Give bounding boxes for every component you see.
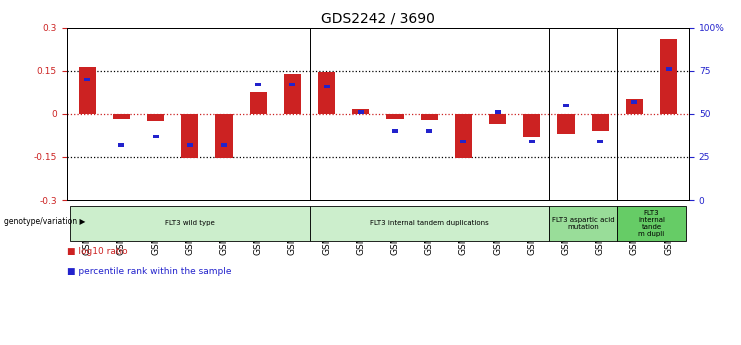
- Bar: [216, 114, 233, 158]
- Bar: [84, 78, 90, 81]
- Bar: [147, 114, 165, 121]
- Bar: [70, 206, 310, 241]
- Bar: [182, 114, 199, 158]
- Bar: [352, 109, 369, 114]
- Bar: [455, 114, 472, 158]
- Bar: [665, 67, 671, 71]
- Text: genotype/variation ▶: genotype/variation ▶: [4, 217, 85, 226]
- Bar: [310, 206, 549, 241]
- Bar: [563, 104, 569, 107]
- Text: ■ percentile rank within the sample: ■ percentile rank within the sample: [67, 267, 231, 276]
- Bar: [617, 206, 685, 241]
- Text: FLT3 internal tandem duplications: FLT3 internal tandem duplications: [370, 220, 488, 226]
- Bar: [591, 114, 609, 131]
- Bar: [250, 92, 267, 114]
- Bar: [489, 114, 506, 124]
- Text: FLT3
internal
tande
m dupli: FLT3 internal tande m dupli: [638, 210, 665, 237]
- Bar: [529, 140, 535, 143]
- Bar: [426, 129, 432, 133]
- Bar: [631, 100, 637, 104]
- Bar: [494, 110, 501, 114]
- Bar: [597, 140, 603, 143]
- Text: FLT3 aspartic acid
mutation: FLT3 aspartic acid mutation: [552, 217, 614, 230]
- Bar: [392, 129, 398, 133]
- Bar: [153, 135, 159, 138]
- Bar: [460, 140, 467, 143]
- Bar: [318, 72, 335, 114]
- Bar: [119, 143, 124, 147]
- Bar: [221, 143, 227, 147]
- Bar: [387, 114, 404, 119]
- Bar: [113, 114, 130, 119]
- Bar: [79, 67, 96, 114]
- Bar: [289, 83, 296, 86]
- Text: ■ log10 ratio: ■ log10 ratio: [67, 247, 127, 256]
- Bar: [284, 73, 301, 114]
- Text: FLT3 wild type: FLT3 wild type: [165, 220, 215, 226]
- Bar: [187, 143, 193, 147]
- Bar: [255, 83, 262, 86]
- Bar: [324, 85, 330, 88]
- Bar: [358, 110, 364, 114]
- Bar: [660, 39, 677, 114]
- Title: GDS2242 / 3690: GDS2242 / 3690: [321, 11, 435, 25]
- Bar: [523, 114, 540, 137]
- Bar: [549, 206, 617, 241]
- Bar: [421, 114, 438, 120]
- Bar: [626, 99, 643, 114]
- Bar: [557, 114, 574, 134]
